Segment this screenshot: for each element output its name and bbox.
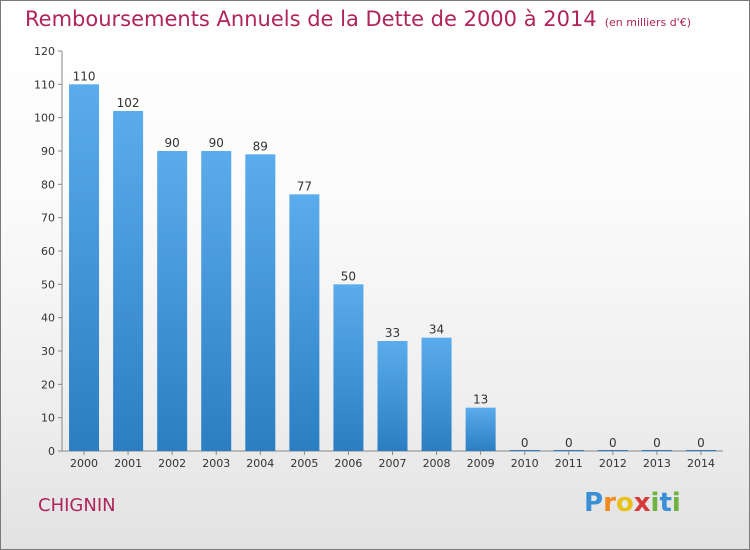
y-tick-label: 60	[41, 245, 55, 258]
commune-name: CHIGNIN	[38, 495, 116, 516]
x-tick-label: 2001	[114, 457, 142, 470]
data-label: 90	[165, 136, 180, 150]
x-tick-label: 2013	[643, 457, 671, 470]
data-label: 90	[209, 136, 224, 150]
x-tick-label: 2014	[687, 457, 715, 470]
y-tick-label: 20	[41, 378, 55, 391]
chart-unit-note: (en milliers d'€)	[604, 16, 691, 29]
x-tick-label: 2006	[334, 457, 362, 470]
logo-letter: r	[603, 488, 616, 518]
data-label: 89	[253, 139, 268, 153]
logo-letter: P	[584, 488, 604, 518]
data-label: 110	[73, 69, 96, 83]
bar	[465, 407, 496, 451]
x-tick-label: 2012	[599, 457, 627, 470]
bar	[421, 337, 452, 451]
y-tick-label: 0	[48, 445, 55, 458]
y-tick-label: 70	[41, 212, 55, 225]
bar	[157, 151, 188, 451]
data-label: 102	[117, 96, 140, 110]
logo-letter: t	[659, 488, 672, 518]
bars: 110 102 90 90 89 77 50 33 34 13 0 0 0 0 0	[69, 69, 716, 452]
bar	[289, 194, 320, 452]
bar	[113, 111, 144, 451]
x-tick-label: 2004	[246, 457, 274, 470]
logo-letter: o	[615, 488, 634, 518]
logo-letter: i	[671, 488, 681, 518]
data-label: 0	[609, 436, 617, 450]
data-label: 34	[429, 323, 444, 337]
proxiti-logo[interactable]: Proxiti	[584, 488, 681, 518]
bar	[377, 341, 408, 451]
data-label: 33	[385, 326, 400, 340]
logo-letter: i	[650, 488, 660, 518]
chart-title-block: Remboursements Annuels de la Dette de 20…	[25, 7, 691, 31]
y-tick-label: 30	[41, 345, 55, 358]
data-label: 0	[653, 436, 661, 450]
data-label: 13	[473, 393, 488, 407]
data-label: 0	[565, 436, 573, 450]
chart-title: Remboursements Annuels de la Dette de 20…	[25, 7, 597, 31]
x-tick-label: 2011	[555, 457, 583, 470]
data-label: 0	[697, 436, 705, 450]
y-tick-label: 10	[41, 412, 55, 425]
y-tick-label: 120	[34, 45, 55, 58]
x-tick-label: 2008	[423, 457, 451, 470]
data-label: 50	[341, 269, 356, 283]
x-tick-label: 2010	[511, 457, 539, 470]
y-tick-label: 100	[34, 112, 55, 125]
x-tick-label: 2009	[467, 457, 495, 470]
y-tick-label: 50	[41, 278, 55, 291]
y-tick-label: 40	[41, 312, 55, 325]
data-label: 77	[297, 179, 312, 193]
x-tick-label: 2003	[202, 457, 230, 470]
bar	[245, 154, 276, 452]
bar	[333, 284, 364, 451]
x-tick-label: 2005	[290, 457, 318, 470]
bar	[69, 84, 100, 451]
x-tick-label: 2000	[70, 457, 98, 470]
data-label: 0	[521, 436, 529, 450]
y-tick-label: 80	[41, 178, 55, 191]
y-tick-label: 90	[41, 145, 55, 158]
bar	[201, 151, 232, 451]
y-tick-label: 110	[34, 78, 55, 91]
x-tick-label: 2007	[379, 457, 407, 470]
x-tick-label: 2002	[158, 457, 186, 470]
logo-letter: x	[633, 488, 651, 518]
